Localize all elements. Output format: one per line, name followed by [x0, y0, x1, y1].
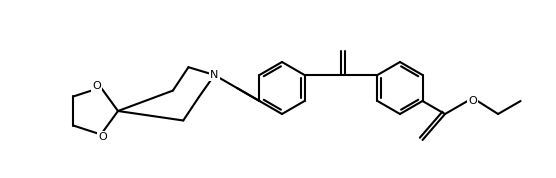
Text: O: O	[92, 80, 101, 90]
Text: N: N	[210, 70, 219, 80]
Text: O: O	[468, 96, 477, 106]
Text: O: O	[98, 132, 107, 143]
